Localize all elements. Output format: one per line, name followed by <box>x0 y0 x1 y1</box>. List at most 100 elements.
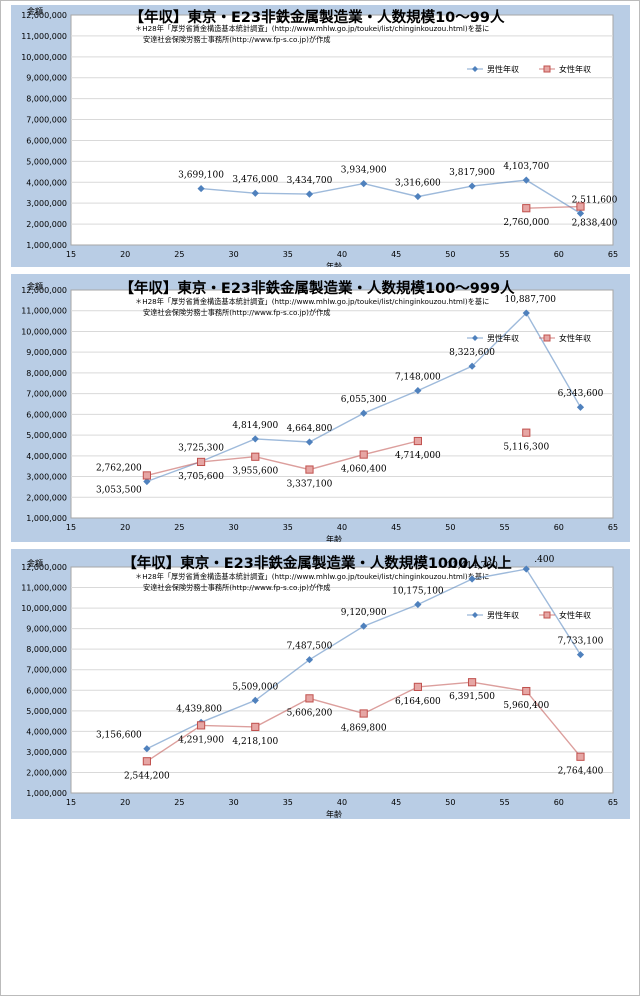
legend-female-label: 女性年収 <box>559 64 591 74</box>
data-label-male: 3,476,000 <box>232 175 278 185</box>
data-label-male: 7,733,100 <box>558 637 604 647</box>
data-point-female <box>576 752 585 761</box>
data-label-female: 4,218,100 <box>232 737 278 747</box>
data-label-female: 5,116,300 <box>503 443 549 453</box>
chart-panel-medium: 1,000,000 2,000,000 3,000,000 4,000,000 5,00… <box>11 274 630 542</box>
y-tick-label: 5,000,000 <box>26 157 67 166</box>
x-tick-label: 20 <box>120 250 130 259</box>
x-tick-label: 35 <box>283 523 293 532</box>
data-label-male: 4,439,800 <box>176 704 222 714</box>
x-tick-label: 15 <box>66 523 76 532</box>
y-tick-label: 5,000,000 <box>26 431 67 440</box>
data-label-female: 6,164,600 <box>395 697 441 707</box>
x-tick-label: 25 <box>174 798 184 807</box>
note-line: ＊H28年「厚労省賃金構造基本統計調査」(http://www.mhlw.go.… <box>135 572 489 581</box>
data-point-female <box>522 428 531 437</box>
data-label-male: 3,817,900 <box>449 168 495 178</box>
data-label-male: 4,664,800 <box>287 424 333 434</box>
legend-male-label: 男性年収 <box>487 64 519 74</box>
data-point-female <box>251 452 260 461</box>
y-tick-label: 6,000,000 <box>26 686 67 695</box>
data-point-female <box>467 678 477 687</box>
data-label-female: 4,869,800 <box>341 723 387 733</box>
legend-female-label: 女性年収 <box>559 333 591 343</box>
data-point-female <box>142 757 151 766</box>
x-tick-label: 40 <box>337 250 347 259</box>
data-point-female <box>413 436 422 446</box>
x-tick-label: 45 <box>391 250 401 259</box>
x-tick-label: 40 <box>337 798 347 807</box>
x-tick-label: 30 <box>229 798 239 807</box>
data-point-male <box>197 184 205 193</box>
data-label-female: 2,544,200 <box>124 771 170 781</box>
y-tick-label: 9,000,000 <box>26 348 67 357</box>
data-label-female: 2,764,400 <box>558 767 604 777</box>
y-tick-label: 4,000,000 <box>26 727 67 736</box>
x-tick-label: 30 <box>229 523 239 532</box>
y-tick-label: 9,000,000 <box>26 74 67 83</box>
data-label-female: 4,060,400 <box>341 465 387 475</box>
y-tick-label: 7,000,000 <box>26 116 67 125</box>
y-tick-label: 7,000,000 <box>26 666 67 675</box>
x-tick-label: 25 <box>174 523 184 532</box>
legend-male-label: 男性年収 <box>487 333 519 343</box>
y-tick-label: 8,000,000 <box>26 95 67 104</box>
data-point-female <box>251 722 260 731</box>
chart-small: 1,000,000 2,000,000 3,000,000 4,000,000 5,00… <box>21 6 618 267</box>
data-label-male: 7,487,500 <box>287 642 333 652</box>
data-point-female <box>142 471 151 480</box>
x-tick-label: 15 <box>66 798 76 807</box>
data-point-female <box>522 686 531 696</box>
y-tick-label: 6,000,000 <box>26 136 67 145</box>
data-label-male: 4,814,900 <box>232 421 278 431</box>
y-tick-label: 7,000,000 <box>26 390 67 399</box>
legend-female-marker <box>543 65 551 73</box>
y-tick-label: 11,000,000 <box>21 584 67 593</box>
data-label-female: 3,053,500 <box>96 485 142 495</box>
y-tick-label: 3,000,000 <box>26 473 67 482</box>
data-point-male <box>576 209 585 217</box>
data-point-male <box>305 656 314 664</box>
data-point-male <box>305 190 314 198</box>
x-tick-label: 50 <box>445 798 455 807</box>
data-point-male <box>576 403 585 411</box>
data-label-female: 3,705,600 <box>178 472 224 482</box>
x-tick-label: 65 <box>608 523 618 532</box>
y-tick-label: 10,000,000 <box>21 327 67 336</box>
data-label-male: 8,323,600 <box>449 348 495 358</box>
legend-male-marker <box>472 66 478 72</box>
data-label-female: 5,606,200 <box>287 708 333 718</box>
data-label-female: 4,291,900 <box>178 735 224 745</box>
legend-male-label: 男性年収 <box>487 610 519 620</box>
x-tick-label: 55 <box>500 798 510 807</box>
data-label-male: 4,103,700 <box>503 162 549 172</box>
data-label-male: 3,699,100 <box>178 171 224 181</box>
data-label-female: 5,960,400 <box>503 701 549 711</box>
x-tick-label: 55 <box>500 250 510 259</box>
plot-area <box>70 566 614 794</box>
data-label-male: 3,434,700 <box>287 176 333 186</box>
chart-panel-large: 1,000,000 2,000,000 3,000,000 4,000,000 5,00… <box>11 549 630 819</box>
x-tick-label: 40 <box>337 523 347 532</box>
legend-female-marker <box>543 334 551 342</box>
x-tick-label: 45 <box>391 798 401 807</box>
chart-title: 【年収】東京・E23非鉄金属製造業・人数規模100～999人 <box>119 279 515 297</box>
y-tick-label: 2,000,000 <box>26 768 67 777</box>
data-label-female: 3,337,100 <box>287 480 333 490</box>
x-tick-label: 25 <box>174 250 184 259</box>
y-tick-label: 8,000,000 <box>26 645 67 654</box>
y-axis-title: 金額 <box>27 6 43 16</box>
data-point-male <box>468 182 476 190</box>
note-line: 安達社会保険労務士事務所(http://www.fp-s.co.jp)が作成 <box>143 35 330 44</box>
data-label-female: 3,955,600 <box>232 467 278 477</box>
legend-male-marker <box>472 335 478 341</box>
data-label-male: 2,762,200 <box>96 463 142 473</box>
data-label-male: 6,343,600 <box>558 389 604 399</box>
data-point-male <box>360 622 368 630</box>
y-tick-label: 3,000,000 <box>26 748 67 757</box>
x-tick-label: 60 <box>554 250 564 259</box>
series-line-female <box>146 440 419 477</box>
x-tick-label: 20 <box>120 523 130 532</box>
data-point-male <box>414 192 422 201</box>
legend-female-label: 女性年収 <box>559 610 591 620</box>
